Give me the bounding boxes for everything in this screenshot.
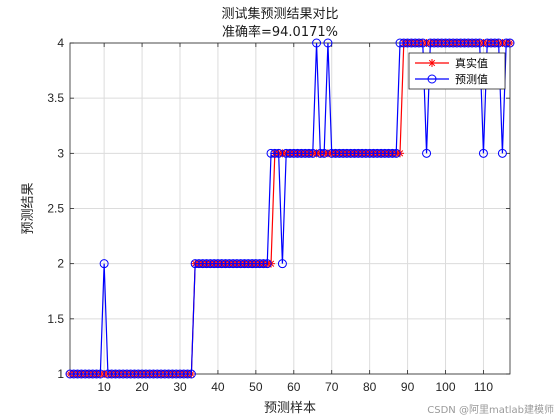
data-point-circle xyxy=(497,148,507,158)
x-tick-label: 30 xyxy=(173,380,187,394)
y-tick-label: 2 xyxy=(57,257,64,271)
legend-entry-label: 真实值 xyxy=(455,56,488,70)
x-tick-label: 110 xyxy=(474,380,493,394)
data-point-circle xyxy=(471,38,481,48)
x-axis-label: 预测样本 xyxy=(264,401,316,416)
data-point-circle xyxy=(99,259,109,269)
x-tick-label: 60 xyxy=(287,380,301,394)
y-tick-label: 4 xyxy=(57,36,64,50)
chart-title: 测试集预测结果对比 xyxy=(221,7,339,22)
x-tick-label: 50 xyxy=(249,380,263,394)
data-point-circle xyxy=(414,38,424,48)
data-point-circle xyxy=(387,148,397,158)
x-tick-label: 10 xyxy=(97,380,111,394)
legend-marker-circle xyxy=(427,74,437,84)
data-point-circle xyxy=(312,38,322,48)
data-point-circle xyxy=(315,148,325,158)
data-point-circle xyxy=(277,259,287,269)
chart-subtitle: 准确率=94.0171% xyxy=(221,25,338,40)
x-tick-label: 100 xyxy=(436,380,456,394)
legend-box xyxy=(408,52,506,90)
data-point-circle xyxy=(186,369,196,379)
x-tick-label: 70 xyxy=(325,380,339,394)
data-point-circle xyxy=(501,38,511,48)
data-point-circle xyxy=(323,38,333,48)
data-point-circle xyxy=(505,38,515,48)
x-tick-label: 80 xyxy=(363,380,377,394)
y-axis-label: 预测结果 xyxy=(21,182,36,234)
data-point-circle xyxy=(478,148,488,158)
legend-marker-asterisk xyxy=(428,59,436,67)
x-tick-label: 20 xyxy=(135,380,149,394)
data-point-circle xyxy=(183,369,193,379)
y-tick-label: 3 xyxy=(57,146,64,160)
y-tick-label: 2.5 xyxy=(47,202,64,216)
data-point-circle xyxy=(391,148,401,158)
series-1 xyxy=(65,38,515,379)
data-point-circle xyxy=(422,148,432,158)
legend-entry-label: 预测值 xyxy=(455,73,488,86)
y-tick-label: 1.5 xyxy=(47,312,64,326)
y-tick-label: 1 xyxy=(57,367,64,381)
data-point-circle xyxy=(490,38,500,48)
data-point-circle xyxy=(304,148,314,158)
data-point-circle xyxy=(270,148,280,158)
watermark: CSDN @阿里matlab建模师 xyxy=(427,405,554,416)
x-tick-label: 90 xyxy=(401,380,415,394)
x-tick-label: 40 xyxy=(211,380,225,394)
y-tick-label: 3.5 xyxy=(47,91,64,105)
data-point-circle xyxy=(92,369,102,379)
data-point-circle xyxy=(258,259,268,269)
data-point-circle xyxy=(262,259,272,269)
